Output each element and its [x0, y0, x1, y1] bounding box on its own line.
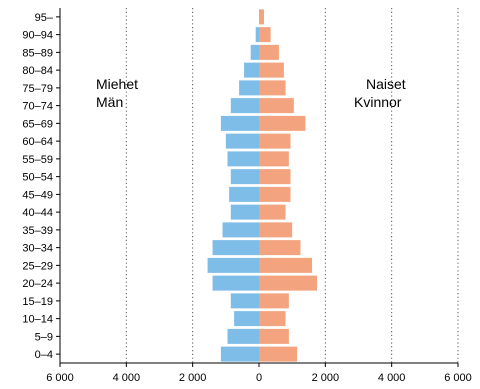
x-tick-label-1: 4 000 [113, 372, 141, 384]
y-tick-label-25–29: 25–29 [22, 260, 53, 272]
bar-male-50–54 [230, 169, 259, 185]
x-tick-label-0: 6 000 [46, 372, 74, 384]
bar-male-65–69 [220, 115, 259, 131]
bar-female-35–39 [259, 222, 293, 238]
bar-female-0–4 [259, 346, 298, 362]
y-tick-label-45–49: 45–49 [22, 189, 53, 201]
y-tick-label-80–84: 80–84 [22, 65, 53, 77]
y-tick-label-90–94: 90–94 [22, 30, 53, 42]
bar-male-70–74 [230, 98, 259, 114]
y-tick-label-15–19: 15–19 [22, 296, 53, 308]
bar-female-75–79 [259, 80, 286, 96]
y-tick-label-70–74: 70–74 [22, 101, 53, 113]
bar-female-45–49 [259, 186, 291, 202]
bar-female-15–19 [259, 293, 289, 309]
y-tick-label-0–4: 0–4 [35, 349, 53, 361]
right-label-line2: Kvinnor [354, 94, 402, 110]
y-tick-label-5–9: 5–9 [35, 331, 53, 343]
bar-male-85–89 [250, 44, 259, 60]
bar-male-15–19 [230, 293, 259, 309]
bar-male-40–44 [230, 204, 259, 220]
bar-female-90–94 [259, 27, 271, 43]
bar-female-30–34 [259, 240, 301, 256]
bar-female-85–89 [259, 44, 279, 60]
x-tick-label-4: 2 000 [312, 372, 340, 384]
bar-female-40–44 [259, 204, 286, 220]
y-tick-label-65–69: 65–69 [22, 118, 53, 130]
left-label-line1: Miehet [96, 76, 138, 92]
bar-male-25–29 [207, 257, 259, 273]
bar-female-55–59 [259, 151, 289, 167]
y-tick-label-50–54: 50–54 [22, 172, 53, 184]
bar-male-35–39 [222, 222, 259, 238]
bar-female-65–69 [259, 115, 306, 131]
y-tick-label-35–39: 35–39 [22, 225, 53, 237]
y-tick-label-10–14: 10–14 [22, 314, 53, 326]
bar-male-45–49 [229, 186, 259, 202]
bar-male-10–14 [234, 311, 259, 327]
right-label-line1: Naiset [366, 76, 406, 92]
y-tick-label-20–24: 20–24 [22, 278, 53, 290]
bar-male-5–9 [227, 328, 259, 344]
bar-male-55–59 [227, 151, 259, 167]
x-axis: 6 000 4 000 2 000 0 2 000 4 000 6 000 [46, 362, 472, 384]
bar-female-80–84 [259, 62, 284, 78]
bar-female-20–24 [259, 275, 318, 291]
bar-female-25–29 [259, 257, 313, 273]
bar-female-95– [259, 9, 264, 25]
y-tick-label-85–89: 85–89 [22, 47, 53, 59]
grid-lines [59, 8, 459, 363]
bar-male-90–94 [255, 27, 259, 43]
y-tick-label-60–64: 60–64 [22, 136, 53, 148]
x-tick-label-6: 6 000 [444, 372, 472, 384]
x-tick-label-2: 2 000 [179, 372, 207, 384]
left-label-line2: Män [96, 94, 123, 110]
y-tick-label-75–79: 75–79 [22, 83, 53, 95]
y-tick-label-55–59: 55–59 [22, 154, 53, 166]
x-tick-label-3: 0 [256, 372, 262, 384]
bar-female-50–54 [259, 169, 291, 185]
x-tick-label-5: 4 000 [378, 372, 406, 384]
bar-male-20–24 [212, 275, 259, 291]
y-axis: 0–4 5–9 10–14 15–19 20–24 25–29 30–34 35–39 40–4… [22, 8, 61, 363]
bar-female-60–64 [259, 133, 291, 149]
bar-male-30–34 [212, 240, 259, 256]
y-tick-label-40–44: 40–44 [22, 207, 53, 219]
bar-male-75–79 [239, 80, 259, 96]
y-tick-label-95–: 95– [35, 12, 54, 24]
bar-male-80–84 [244, 62, 259, 78]
bar-female-70–74 [259, 98, 294, 114]
bar-female-5–9 [259, 328, 289, 344]
bars [207, 9, 318, 362]
bar-male-0–4 [220, 346, 259, 362]
bar-male-60–64 [225, 133, 259, 149]
y-tick-label-30–34: 30–34 [22, 243, 53, 255]
bar-female-10–14 [259, 311, 286, 327]
